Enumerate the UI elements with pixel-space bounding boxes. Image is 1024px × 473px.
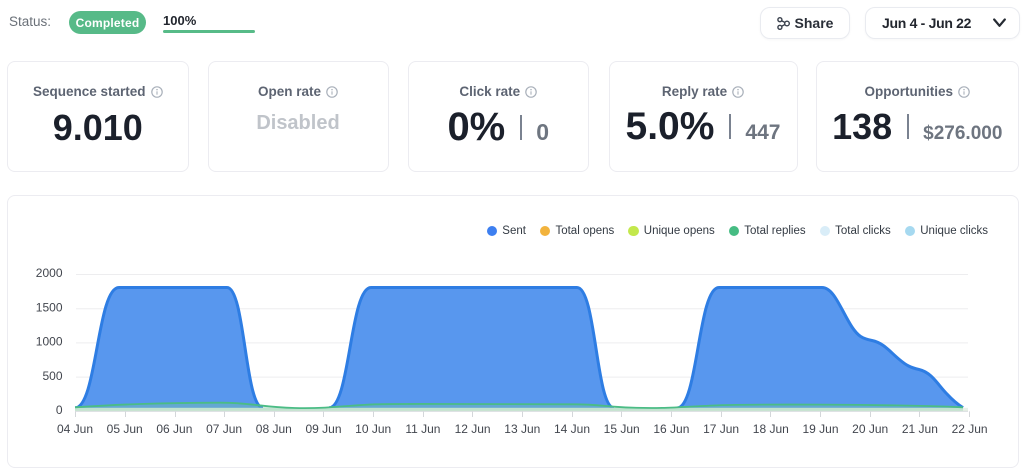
svg-text:500: 500: [42, 369, 62, 383]
svg-text:16 Jun: 16 Jun: [653, 422, 689, 436]
svg-text:09 Jun: 09 Jun: [305, 422, 341, 436]
svg-text:06 Jun: 06 Jun: [156, 422, 192, 436]
svg-text:13 Jun: 13 Jun: [504, 422, 540, 436]
svg-text:15 Jun: 15 Jun: [604, 422, 640, 436]
svg-text:0: 0: [56, 403, 63, 417]
svg-text:11 Jun: 11 Jun: [405, 422, 440, 436]
svg-text:2000: 2000: [36, 266, 63, 280]
svg-text:12 Jun: 12 Jun: [455, 422, 491, 436]
svg-text:07 Jun: 07 Jun: [206, 422, 242, 436]
svg-text:14 Jun: 14 Jun: [554, 422, 590, 436]
svg-text:17 Jun: 17 Jun: [703, 422, 739, 436]
svg-text:04 Jun: 04 Jun: [57, 422, 93, 436]
svg-text:20 Jun: 20 Jun: [852, 422, 888, 436]
svg-text:1500: 1500: [36, 300, 63, 314]
svg-text:22 Jun: 22 Jun: [952, 422, 988, 436]
svg-text:10 Jun: 10 Jun: [355, 422, 391, 436]
svg-text:05 Jun: 05 Jun: [107, 422, 143, 436]
svg-text:1000: 1000: [36, 335, 63, 349]
svg-text:08 Jun: 08 Jun: [256, 422, 292, 436]
svg-text:18 Jun: 18 Jun: [753, 422, 789, 436]
svg-text:21 Jun: 21 Jun: [902, 422, 938, 436]
svg-text:19 Jun: 19 Jun: [802, 422, 838, 436]
